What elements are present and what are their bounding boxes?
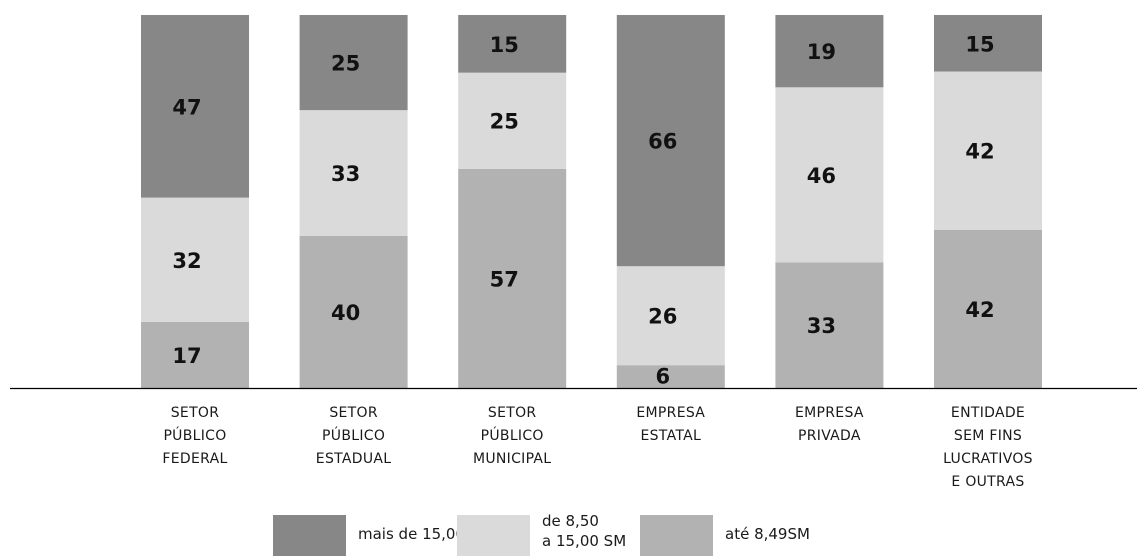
category-label-line: SEM FINS (953, 428, 1023, 444)
category-label-line: MUNICIPAL (472, 451, 552, 467)
category-label: SETOR PÚBLICO MUNICIPAL (447, 402, 577, 471)
data-label: 57 (490, 267, 519, 291)
category-label-line: EMPRESA (636, 405, 706, 421)
bar-segment (458, 72, 567, 169)
bar-segment (141, 197, 249, 322)
bar-segment (775, 87, 884, 263)
legend-label-line: de 8,50 (542, 512, 599, 530)
category-label-line: PÚBLICO (322, 428, 386, 444)
data-label: 25 (490, 110, 519, 134)
legend-swatch (457, 515, 530, 556)
category-label-line: PRIVADA (798, 428, 861, 444)
data-label: 42 (965, 140, 994, 164)
data-label: 47 (172, 95, 201, 119)
bar-segment (775, 15, 884, 88)
bar-segment (616, 365, 725, 388)
bar-segment (141, 15, 249, 198)
bar-segment (616, 266, 725, 366)
category-label-line: SETOR (329, 405, 378, 421)
category-label-line: SETOR (170, 405, 220, 421)
data-label: 26 (648, 305, 677, 329)
bar-segment (934, 229, 1042, 388)
bar-segment (458, 168, 567, 388)
bar-segment (458, 15, 567, 73)
bar-segment (299, 110, 408, 236)
data-label: 32 (172, 249, 201, 273)
category-label-line: PÚBLICO (480, 428, 544, 444)
legend-swatch (640, 515, 713, 556)
data-label: 25 (331, 52, 360, 76)
data-label: 33 (807, 314, 836, 338)
category-label-line: ESTATAL (640, 428, 702, 444)
category-label-line: EMPRESA (795, 405, 864, 421)
data-label: 46 (807, 164, 836, 188)
legend-label: de 8,50 a 15,00 SM (542, 511, 626, 551)
category-label: SETOR PÚBLICO FEDERAL (130, 402, 260, 471)
category-label-line: PÚBLICO (163, 428, 227, 444)
category-label: ENTIDADE SEM FINS LUCRATIVOS E OUTRAS (923, 402, 1053, 494)
data-label: 66 (648, 130, 677, 154)
bar-segment (299, 235, 408, 388)
bar-segment (299, 15, 408, 111)
category-label-line: FEDERAL (162, 451, 228, 467)
category-label-line: SETOR (487, 405, 537, 421)
data-label: 33 (331, 162, 360, 186)
data-label: 40 (331, 301, 360, 325)
legend-label: até 8,49SM (725, 524, 810, 544)
bar-segment (934, 15, 1042, 72)
data-label: 42 (965, 298, 994, 322)
legend-label-line: até 8,49SM (725, 525, 810, 543)
data-label: 17 (172, 344, 201, 368)
bar-segment (934, 71, 1042, 230)
category-label-line: ESTADUAL (315, 451, 392, 467)
bar-segment (616, 15, 725, 267)
data-label: 15 (965, 32, 994, 56)
category-label: SETOR PÚBLICO ESTADUAL (289, 402, 419, 471)
data-label: 6 (655, 365, 670, 389)
category-label-line: LUCRATIVOS (943, 451, 1033, 467)
category-label: EMPRESA PRIVADA (764, 402, 894, 448)
category-label-line: ENTIDADE (950, 405, 1026, 421)
category-label-line: E OUTRAS (951, 474, 1025, 490)
bar-segment (141, 321, 249, 388)
data-label: 15 (490, 33, 519, 57)
legend-swatch (273, 515, 346, 556)
category-label: EMPRESA ESTATAL (606, 402, 736, 448)
data-label: 19 (807, 40, 836, 64)
bar-segment (775, 262, 884, 388)
legend-label-line: a 15,00 SM (542, 532, 627, 550)
